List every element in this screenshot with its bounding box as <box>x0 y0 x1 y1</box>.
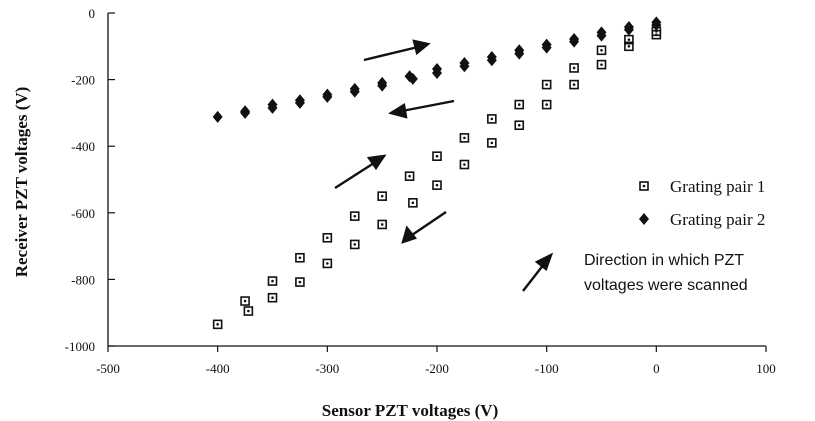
data-point-grating-pair-2 <box>623 23 634 36</box>
data-point-grating-pair-1 <box>408 198 418 208</box>
legend-note-line-1: Direction in which PZT <box>584 252 744 269</box>
data-point-grating-pair-2 <box>432 66 442 79</box>
data-point-grating-pair-2 <box>407 72 418 85</box>
data-point-grating-pair-1 <box>541 79 552 90</box>
data-point-grating-pair-2 <box>377 79 388 92</box>
data-point-grating-pair-1 <box>377 219 387 230</box>
legend-marker-open-square <box>639 181 649 191</box>
x-tick-label: -100 <box>535 361 559 376</box>
data-point-grating-pair-1 <box>514 99 525 110</box>
data-point-grating-pair-1 <box>243 306 254 316</box>
data-point-grating-pair-1 <box>624 41 634 52</box>
x-tick-label: 100 <box>756 361 776 376</box>
legend: Grating pair 1 Grating pair 2 Direction … <box>522 177 765 294</box>
data-point-grating-pair-2 <box>349 85 360 98</box>
direction-arrows <box>334 39 455 244</box>
data-point-grating-pair-2 <box>294 96 305 109</box>
data-point-grating-pair-1 <box>541 99 552 110</box>
legend-label-grating-pair-1: Grating pair 1 <box>670 177 765 196</box>
data-point-grating-pair-2 <box>240 106 251 119</box>
legend-item-grating-pair-1: Grating pair 1 <box>639 177 765 196</box>
series-grating-pair-1 <box>212 26 662 330</box>
arrow-lower-forward <box>334 154 387 190</box>
x-axis-title: Sensor PZT voltages (V) <box>322 401 498 420</box>
data-point-grating-pair-1 <box>404 171 415 181</box>
data-point-grating-pair-1 <box>295 252 305 263</box>
y-tick-label: -400 <box>71 139 95 154</box>
arrow-lower-backward <box>401 211 447 244</box>
data-point-grating-pair-1 <box>432 180 442 190</box>
legend-item-grating-pair-2: Grating pair 2 <box>639 210 765 229</box>
data-point-grating-pair-1 <box>459 159 470 170</box>
legend-marker-dot <box>642 184 646 188</box>
data-point-grating-pair-1 <box>569 79 579 90</box>
data-point-grating-pair-1 <box>322 258 333 269</box>
x-ticks: -500 -400 -300 -200 -100 0 100 <box>96 346 776 376</box>
x-tick-label: -200 <box>425 361 449 376</box>
plot-area: -500 -400 -300 -200 -100 0 100 0-200-400-600-8… <box>65 6 776 376</box>
data-point-grating-pair-1 <box>596 45 607 56</box>
legend-marker-filled-diamond <box>639 213 649 225</box>
data-point-grating-pair-1 <box>569 63 579 73</box>
x-tick-label: -300 <box>315 361 339 376</box>
data-point-grating-pair-2 <box>486 54 497 67</box>
data-point-grating-pair-1 <box>377 191 387 201</box>
y-tick-label: 0 <box>89 6 96 21</box>
data-point-grating-pair-2 <box>322 90 333 103</box>
data-point-grating-pair-2 <box>569 35 580 48</box>
data-point-grating-pair-1 <box>487 138 497 148</box>
data-point-grating-pair-1 <box>212 319 223 330</box>
data-point-grating-pair-1 <box>487 114 497 124</box>
data-point-grating-pair-2 <box>212 110 223 123</box>
data-point-grating-pair-1 <box>349 211 360 221</box>
legend-label-grating-pair-2: Grating pair 2 <box>670 210 765 229</box>
data-point-grating-pair-2 <box>459 60 470 73</box>
data-point-grating-pair-2 <box>541 41 552 54</box>
data-point-grating-pair-1 <box>267 292 278 303</box>
data-point-grating-pair-1 <box>459 133 470 143</box>
data-point-grating-pair-1 <box>349 239 360 250</box>
legend-item-scan-direction: Direction in which PZT voltages were sca… <box>522 252 748 294</box>
arrow-upper-backward <box>387 99 455 119</box>
y-tick-label: -600 <box>71 206 95 221</box>
data-point-grating-pair-1 <box>432 151 442 161</box>
x-tick-label: 0 <box>653 361 660 376</box>
data-point-grating-pair-2 <box>514 47 525 60</box>
y-tick-label: -800 <box>71 272 95 287</box>
legend-arrow-icon <box>522 252 554 292</box>
data-point-grating-pair-2 <box>596 29 607 42</box>
y-tick-label: -1000 <box>65 339 95 354</box>
y-axis-title: Receiver PZT voltages (V) <box>12 87 31 278</box>
x-tick-label: -500 <box>96 361 120 376</box>
data-point-grating-pair-2 <box>651 18 662 31</box>
data-point-grating-pair-1 <box>596 59 607 70</box>
data-point-grating-pair-1 <box>514 120 525 131</box>
y-ticks: 0 -200 -400 -600 -800 -1000 <box>65 6 115 354</box>
series-grating-pair-2 <box>212 16 662 123</box>
data-point-grating-pair-2 <box>267 101 278 114</box>
data-point-grating-pair-1 <box>267 276 278 286</box>
legend-note-line-2: voltages were scanned <box>584 277 748 294</box>
data-point-grating-pair-1 <box>322 232 333 243</box>
data-point-grating-pair-1 <box>240 296 250 306</box>
arrow-upper-forward <box>363 39 431 62</box>
x-tick-label: -400 <box>206 361 230 376</box>
data-point-grating-pair-1 <box>295 277 305 287</box>
y-tick-label: -200 <box>71 73 95 88</box>
